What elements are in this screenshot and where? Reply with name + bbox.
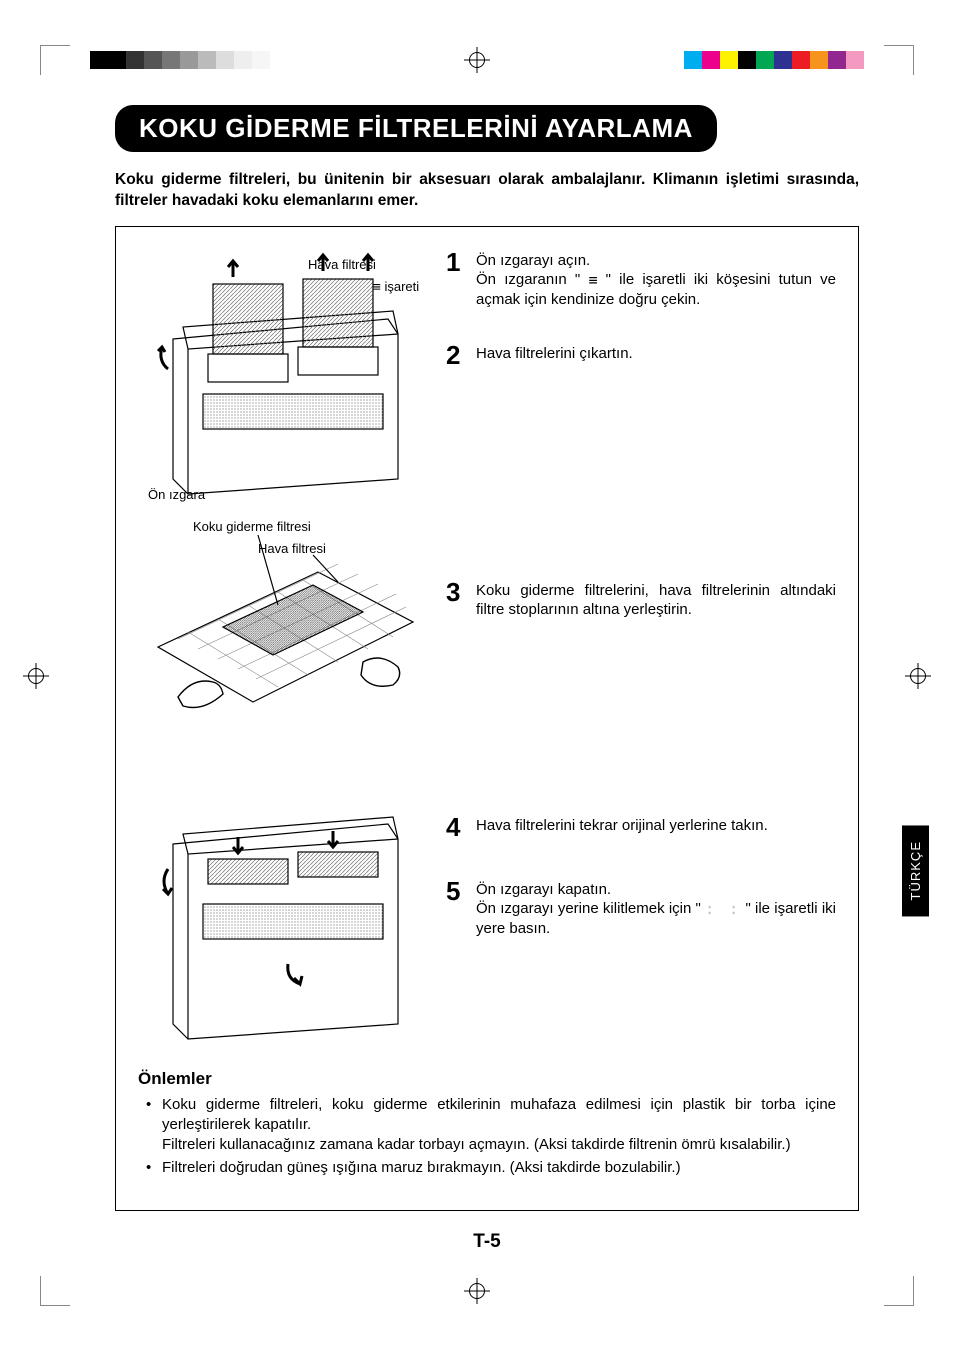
figure-filter-insert (138, 527, 428, 747)
page-number: T-5 (115, 1231, 859, 1253)
step-line: Ön ızgarayı açın. (476, 252, 590, 269)
step-number: 3 (446, 579, 468, 605)
crop-marks-bottom (0, 1261, 954, 1321)
language-tab: TÜRKÇE (902, 825, 929, 916)
list-item: Koku giderme filtreleri, koku giderme et… (152, 1095, 836, 1156)
crop-corner-icon (40, 45, 70, 75)
gray-bar (90, 51, 270, 69)
step-line: Ön ızgarayı kapatın. (476, 881, 611, 898)
step-5: 5 Ön ızgarayı kapatın. Ön ızgarayı yerin… (446, 878, 836, 939)
step-text: Ön ızgarayı kapatın. Ön ızgarayı yerine … (476, 878, 836, 939)
registration-mark-icon (466, 49, 488, 71)
label-isareti-text: işareti (384, 279, 419, 294)
step-text: Ön ızgarayı açın. Ön ızgaranın " ≡ " ile… (476, 249, 836, 310)
precautions-list: Koku giderme filtreleri, koku giderme et… (138, 1095, 836, 1178)
list-item: Filtreleri doğrudan güneş ışığına maruz … (152, 1158, 836, 1178)
grip-mark-icon: ≡ (373, 280, 381, 295)
intro-text: Koku giderme filtreleri, bu ünitenin bir… (115, 170, 859, 212)
label-koku-filtresi: Koku giderme filtresi (193, 519, 311, 534)
step-4: 4 Hava filtrelerini tekrar orijinal yerl… (446, 814, 836, 840)
list-text: Filtreleri doğrudan güneş ışığına maruz … (162, 1159, 681, 1176)
label-hava-filtresi: Hava filtresi (308, 257, 376, 272)
page-content: KOKU GİDERME FİLTRELERİNİ AYARLAMA Koku … (115, 105, 859, 1256)
label-isareti: ≡ işareti (373, 279, 419, 295)
step-number: 1 (446, 249, 468, 275)
step-3: 3 Koku giderme filtrelerini, hava filtre… (446, 579, 836, 620)
step-line: Ön ızgaranın " (476, 271, 588, 288)
color-bar (684, 51, 864, 69)
step-text: Koku giderme filtrelerini, hava filtrele… (476, 579, 836, 620)
crop-corner-icon (884, 45, 914, 75)
step-2: 2 Hava filtrelerini çıkartın. (446, 342, 836, 368)
page-title: KOKU GİDERME FİLTRELERİNİ AYARLAMA (115, 105, 717, 152)
step-number: 4 (446, 814, 468, 840)
registration-mark-icon (907, 665, 929, 687)
label-on-izgara: Ön ızgara (148, 487, 205, 502)
list-text: Koku giderme filtreleri, koku giderme et… (162, 1096, 836, 1154)
crop-corner-icon (884, 1276, 914, 1306)
step-number: 2 (446, 342, 468, 368)
step-text: Hava filtrelerini çıkartın. (476, 342, 836, 364)
registration-mark-icon (466, 1280, 488, 1302)
precautions-title: Önlemler (138, 1069, 836, 1089)
label-hava-filtresi2: Hava filtresi (258, 541, 326, 556)
step-1: 1 Ön ızgarayı açın. Ön ızgaranın " ≡ " i… (446, 249, 836, 310)
crop-corner-icon (40, 1276, 70, 1306)
step-line: Ön ızgarayı yerine kilitlemek için " (476, 900, 701, 917)
registration-mark-icon (25, 665, 47, 687)
step-number: 5 (446, 878, 468, 904)
precautions-section: Önlemler Koku giderme filtreleri, koku g… (138, 1069, 836, 1178)
step-text: Hava filtrelerini tekrar orijinal yerler… (476, 814, 836, 836)
instructions-box: Hava filtresi ≡ işareti Ön ızgara 1 Ön ı… (115, 226, 859, 1211)
push-mark-icon: : : (705, 900, 741, 920)
figure-ac-close (138, 789, 428, 1049)
crop-marks-top (0, 30, 954, 90)
